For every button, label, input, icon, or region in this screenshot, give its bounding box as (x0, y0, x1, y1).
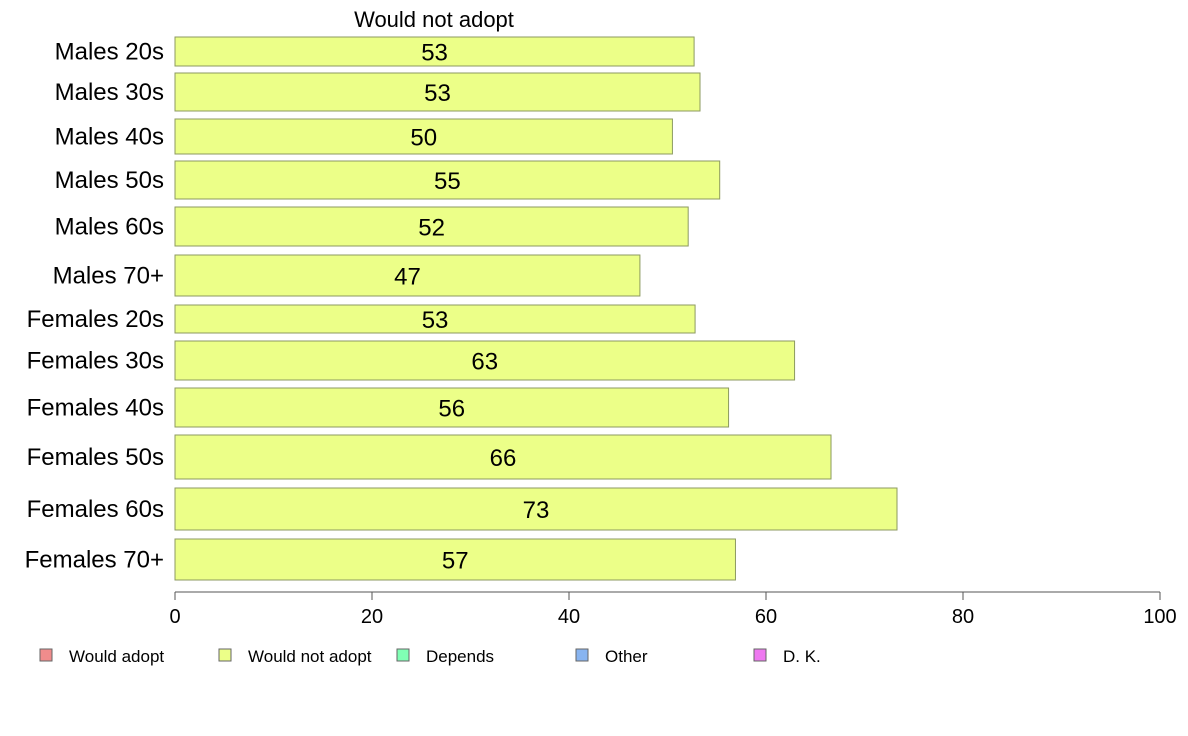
chart-title: Would not adopt (354, 7, 514, 32)
legend-label: Would not adopt (248, 647, 372, 666)
data-label: 73 (523, 497, 550, 524)
category-label: Males 20s (55, 39, 164, 66)
data-label: 53 (421, 40, 448, 67)
bar (174, 160, 721, 200)
category-label: Males 50s (55, 167, 164, 194)
bar (174, 387, 730, 428)
category-label: Females 20s (27, 306, 164, 333)
data-label: 57 (442, 548, 469, 575)
category-label: Females 50s (27, 444, 164, 471)
x-tick-label: 0 (169, 606, 180, 628)
x-tick-label: 40 (558, 606, 580, 628)
data-label: 56 (438, 396, 465, 423)
x-tick-label: 60 (755, 606, 777, 628)
bar (174, 206, 689, 247)
bar (174, 254, 641, 297)
bar (174, 118, 673, 155)
category-label: Females 60s (27, 496, 164, 523)
legend-swatch (396, 648, 410, 662)
legend-swatch (753, 648, 767, 662)
legend-swatch (218, 648, 232, 662)
category-label: Females 70+ (25, 547, 164, 574)
category-label: Males 30s (55, 79, 164, 106)
data-label: 47 (394, 264, 421, 291)
legend-label: D. K. (783, 647, 821, 666)
category-label: Males 40s (55, 124, 164, 151)
data-label: 52 (418, 215, 445, 242)
bar (174, 72, 701, 112)
category-label: Females 40s (27, 395, 164, 422)
x-tick-label: 100 (1143, 606, 1176, 628)
data-label: 50 (410, 125, 437, 152)
bar (174, 36, 695, 67)
bar (174, 304, 696, 334)
category-label: Females 30s (27, 348, 164, 375)
legend-swatch (575, 648, 589, 662)
bar (174, 340, 796, 381)
data-label: 53 (424, 80, 451, 107)
bar (174, 538, 736, 581)
category-label: Males 70+ (53, 263, 164, 290)
legend-label: Other (605, 647, 648, 666)
data-label: 63 (471, 349, 498, 376)
bar (174, 434, 832, 480)
legend-label: Depends (426, 647, 494, 666)
x-tick-label: 20 (361, 606, 383, 628)
bar (174, 487, 898, 531)
data-label: 66 (490, 445, 517, 472)
legend-label: Would adopt (69, 647, 164, 666)
data-label: 55 (434, 168, 461, 195)
legend-swatch (39, 648, 53, 662)
category-label: Males 60s (55, 214, 164, 241)
x-tick-label: 80 (952, 606, 974, 628)
data-label: 53 (422, 307, 449, 334)
